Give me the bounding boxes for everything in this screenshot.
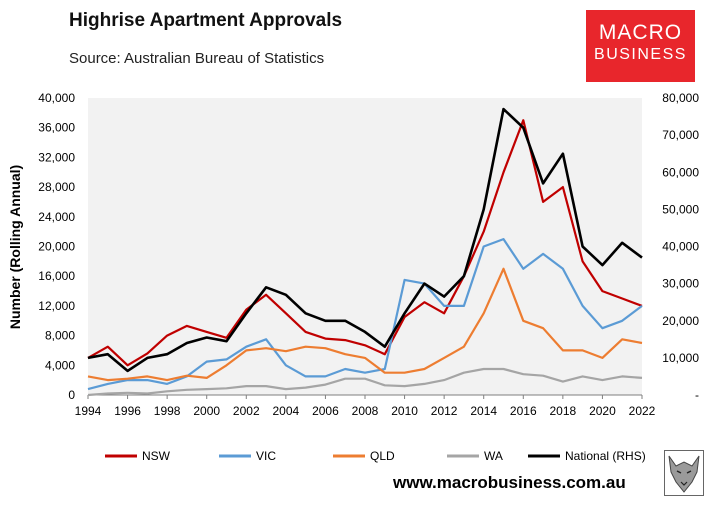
y-left-tick-label: 0 bbox=[68, 388, 75, 402]
y-right-tick-label: 70,000 bbox=[662, 128, 699, 142]
legend-label-nsw: NSW bbox=[142, 449, 171, 463]
y-axis-label: Number (Rolling Annual) bbox=[7, 165, 23, 329]
y-left-tick-label: 36,000 bbox=[38, 121, 75, 135]
x-tick-label: 1994 bbox=[75, 404, 102, 418]
y-right-tick-label: 10,000 bbox=[662, 351, 699, 365]
wolf-icon bbox=[664, 450, 704, 496]
y-right-tick-label: 40,000 bbox=[662, 240, 699, 254]
y-left-tick-label: 16,000 bbox=[38, 269, 75, 283]
legend-label-vic: VIC bbox=[256, 449, 276, 463]
legend-label-wa: WA bbox=[484, 449, 503, 463]
series-line-national bbox=[87, 107, 643, 373]
y-left-tick-label: 4,000 bbox=[45, 358, 75, 372]
y-right-tick-label: 50,000 bbox=[662, 202, 699, 216]
legend-label-national: National (RHS) bbox=[565, 449, 646, 463]
chart-axes: 1994 1996 1998 2000 2002 2004 2006 2008 2010 2012… bbox=[38, 91, 699, 418]
logo-line-2: BUSINESS bbox=[594, 46, 687, 63]
x-tick-label: 2006 bbox=[312, 404, 339, 418]
x-tick-label: 1996 bbox=[114, 404, 141, 418]
macrobusiness-logo: MACRO BUSINESS bbox=[586, 10, 695, 82]
legend-label-qld: QLD bbox=[370, 449, 395, 463]
chart-title: Highrise Apartment Approvals bbox=[69, 10, 343, 31]
x-tick-label: 2018 bbox=[550, 404, 577, 418]
series-line-nsw bbox=[87, 119, 643, 367]
x-tick-label: 2016 bbox=[510, 404, 537, 418]
x-tick-label: 2014 bbox=[470, 404, 497, 418]
x-tick-label: 2000 bbox=[193, 404, 220, 418]
y-left-tick-label: 24,000 bbox=[38, 210, 75, 224]
y-left-tick-label: 20,000 bbox=[38, 240, 75, 254]
logo-line-1: MACRO bbox=[598, 21, 683, 44]
x-tick-label: 1998 bbox=[154, 404, 181, 418]
series-line-vic bbox=[87, 238, 643, 391]
legend: NSW VIC QLD WA National (RHS) bbox=[105, 449, 646, 463]
series-line-wa bbox=[87, 367, 643, 397]
y-right-tick-label: 30,000 bbox=[662, 277, 699, 291]
y-right-tick-label: 80,000 bbox=[662, 91, 699, 105]
y-left-tick-label: 32,000 bbox=[38, 150, 75, 164]
y-left-tick-label: 40,000 bbox=[38, 91, 75, 105]
y-right-tick-label: - bbox=[695, 388, 699, 402]
y-left-tick-label: 12,000 bbox=[38, 299, 75, 313]
y-left-tick-label: 28,000 bbox=[38, 180, 75, 194]
chart-subtitle: Source: Australian Bureau of Statistics bbox=[69, 50, 325, 67]
series-line-qld bbox=[87, 267, 643, 382]
y-right-tick-label: 60,000 bbox=[662, 165, 699, 179]
series-lines bbox=[87, 107, 643, 397]
x-tick-label: 2012 bbox=[431, 404, 458, 418]
y-left-tick-label: 8,000 bbox=[45, 329, 75, 343]
x-tick-label: 2022 bbox=[629, 404, 656, 418]
x-tick-label: 2020 bbox=[589, 404, 616, 418]
x-tick-label: 2002 bbox=[233, 404, 260, 418]
x-tick-label: 2008 bbox=[352, 404, 379, 418]
x-tick-label: 2010 bbox=[391, 404, 418, 418]
website-url: www.macrobusiness.com.au bbox=[393, 473, 626, 492]
y-right-tick-label: 20,000 bbox=[662, 314, 699, 328]
x-tick-label: 2004 bbox=[273, 404, 300, 418]
